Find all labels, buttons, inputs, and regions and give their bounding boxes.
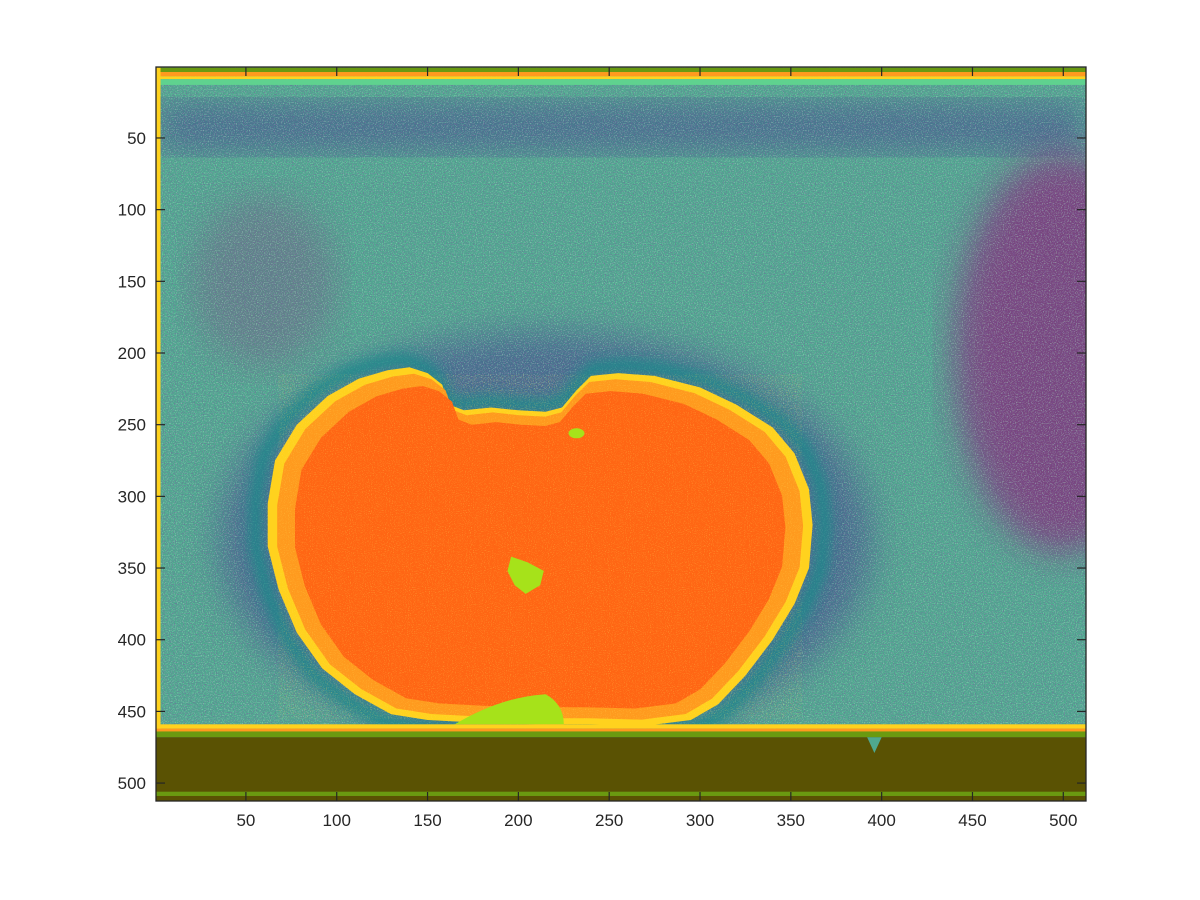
bottom-edge-green [156,731,1086,738]
blob-speckle [278,374,802,719]
x-tick-label: 350 [777,811,805,830]
x-tick-label: 150 [413,811,441,830]
upper-spot [568,428,585,439]
x-tick-label: 250 [595,811,623,830]
bottom-notch [867,737,882,753]
x-tick-label: 50 [236,811,255,830]
top-edge-mint [156,79,1086,85]
heatmap-image [156,67,1086,801]
center-spot [507,556,544,594]
y-tick-label: 500 [118,774,146,793]
y-tick-label: 250 [118,416,146,435]
bottom-band [156,737,1086,801]
y-tick-label: 100 [118,201,146,220]
x-tick-label: 500 [1049,811,1077,830]
y-tick-label: 200 [118,344,146,363]
axes-frame [155,66,1087,802]
left-edge-yellow [156,67,161,733]
x-tick-label: 100 [323,811,351,830]
y-tick-label: 150 [118,272,146,291]
bottom-lower-green [156,791,1086,796]
x-tick-label: 450 [958,811,986,830]
y-tick-label: 300 [118,487,146,506]
x-tick-label: 400 [867,811,895,830]
top-edge-yellow [156,76,1086,80]
bottom-spot [454,694,564,725]
bottom-edge-orange [156,728,1086,732]
y-axis: 50 100 150 200 250 300 350 400 450 500 [118,129,1086,793]
x-axis: 50 100 150 200 250 300 350 400 450 500 [236,67,1077,830]
x-tick-label: 200 [504,811,532,830]
y-tick-label: 400 [118,631,146,650]
bottom-edge-yellow [156,724,1086,729]
top-edge-green [156,67,1086,73]
blob-halo [248,352,832,741]
y-tick-label: 450 [118,702,146,721]
x-tick-label: 300 [686,811,714,830]
y-tick-label: 50 [127,129,146,148]
y-tick-label: 350 [118,559,146,578]
top-edge-orange [156,72,1086,77]
